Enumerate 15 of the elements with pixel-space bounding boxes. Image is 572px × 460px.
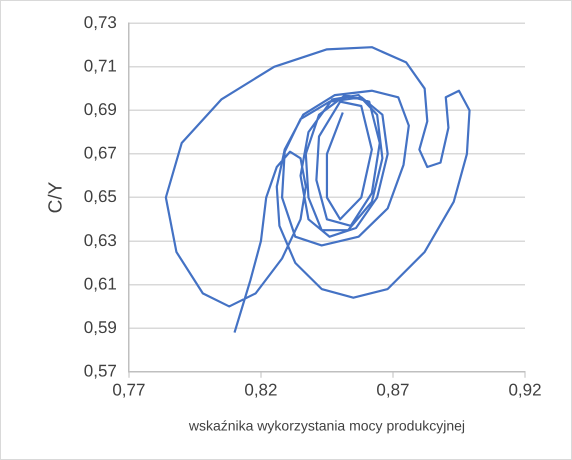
y-tick-label: 0,59 — [84, 318, 117, 337]
y-tick-label: 0,65 — [84, 187, 117, 206]
y-tick-label: 0,61 — [84, 274, 117, 294]
x-tick-label: 0,92 — [508, 380, 542, 400]
x-tick-label: 0,77 — [112, 380, 146, 400]
y-tick-label: 0,67 — [84, 144, 117, 163]
x-tick-label: 0,87 — [376, 380, 410, 400]
x-axis-title: wskaźnika wykorzystania mocy produkcyjnej — [188, 417, 466, 434]
y-tick-label: 0,57 — [84, 361, 117, 380]
y-axis-title: C/Y — [46, 181, 67, 214]
y-tick-label: 0,69 — [84, 100, 117, 120]
y-tick-label: 0,71 — [84, 56, 117, 76]
y-tick-label: 0,63 — [84, 230, 117, 250]
y-tick-label: 0,73 — [84, 12, 117, 32]
x-tick-label: 0,82 — [244, 380, 278, 400]
